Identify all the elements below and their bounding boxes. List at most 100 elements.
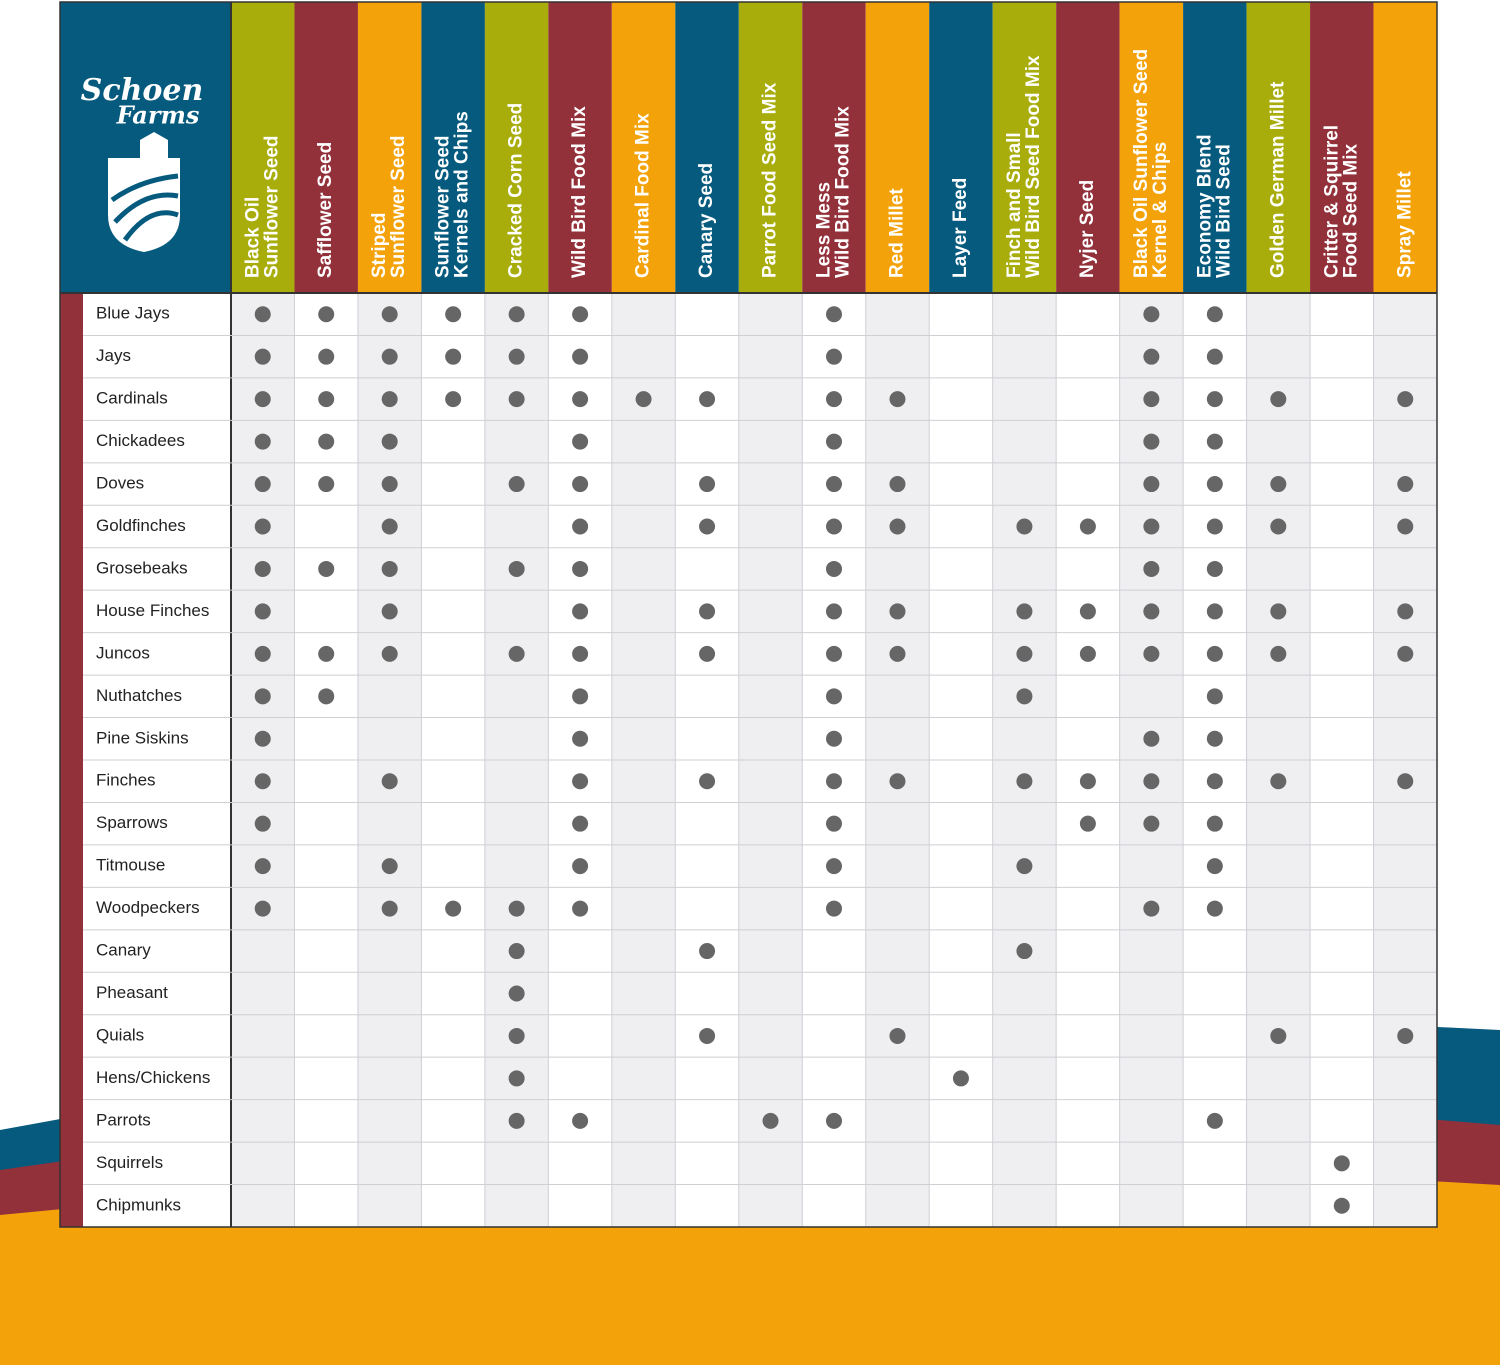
dot	[1397, 476, 1414, 493]
dot	[952, 1070, 969, 1087]
row-label: Chipmunks	[96, 1195, 181, 1214]
column-header	[357, 2, 422, 293]
dot	[508, 306, 525, 323]
column-title: Red Millet	[886, 188, 907, 278]
dot	[1206, 688, 1223, 705]
dot	[318, 688, 335, 705]
dot	[826, 645, 842, 662]
dot	[1397, 391, 1414, 408]
logo-text: Schoen	[81, 73, 204, 108]
dot	[572, 560, 589, 577]
dot	[381, 645, 398, 662]
dot	[1206, 433, 1223, 450]
dot	[1270, 476, 1287, 493]
row-label: Titmouse	[96, 856, 165, 875]
dot	[826, 1112, 842, 1129]
column-title: Wild Bird Seed	[1213, 144, 1234, 278]
dot	[572, 688, 589, 705]
dot	[508, 560, 525, 577]
column-header	[484, 2, 549, 293]
dot	[1016, 688, 1033, 705]
dot	[254, 306, 271, 323]
dot	[1206, 815, 1223, 832]
dot	[889, 476, 906, 493]
column-header	[421, 2, 485, 293]
dot	[699, 603, 716, 620]
column-header	[231, 2, 295, 293]
dot	[254, 645, 271, 662]
dot	[1397, 603, 1414, 620]
dot	[699, 1027, 716, 1044]
dot	[1016, 943, 1033, 960]
dot	[508, 943, 525, 960]
dot	[1079, 518, 1096, 535]
column-title: Wild Bird Food Mix	[833, 106, 854, 278]
row-label: Canary	[96, 941, 151, 960]
dot	[826, 306, 842, 323]
dot	[826, 348, 842, 365]
column-title: Economy Blend	[1194, 134, 1215, 278]
dot	[445, 306, 462, 323]
dot	[318, 433, 335, 450]
dot	[1206, 603, 1223, 620]
column-title: Less Mess	[814, 182, 835, 278]
logo-shield	[108, 132, 180, 252]
dot	[826, 815, 842, 832]
column-title: Spray Millet	[1394, 171, 1415, 278]
dot	[445, 900, 462, 917]
dot	[1206, 730, 1223, 747]
column-title: Cracked Corn Seed	[506, 103, 527, 278]
dot	[1270, 518, 1287, 535]
dot	[1016, 518, 1033, 535]
dot	[1206, 391, 1223, 408]
dot	[254, 688, 271, 705]
row-label: Squirrels	[96, 1153, 163, 1172]
dot	[1143, 348, 1160, 365]
column-title: Kernel & Chips	[1150, 142, 1171, 278]
column-title: Parrot Food Seed Mix	[760, 82, 781, 278]
column-header	[1056, 2, 1120, 293]
column-header	[1119, 2, 1184, 293]
row-label: Blue Jays	[96, 304, 170, 323]
dot	[381, 476, 398, 493]
dot	[572, 348, 589, 365]
dot	[1143, 730, 1160, 747]
column-title: Cardinal Food Mix	[633, 113, 654, 278]
dot	[1016, 645, 1033, 662]
dot	[318, 348, 335, 365]
dot	[699, 773, 716, 790]
dot	[826, 730, 842, 747]
dot	[826, 476, 842, 493]
dot	[1143, 306, 1160, 323]
table-border	[59, 1, 1438, 1228]
dot	[1143, 518, 1160, 535]
dot	[572, 603, 589, 620]
dot	[1016, 773, 1033, 790]
column-header	[1373, 2, 1437, 293]
column-title: Kernels and Chips	[452, 111, 473, 278]
logo-text: Farms	[116, 101, 200, 130]
dot	[699, 476, 716, 493]
dot	[1397, 518, 1414, 535]
row-label: Parrots	[96, 1110, 151, 1129]
row-label: Pine Siskins	[96, 728, 189, 747]
dot	[1079, 603, 1096, 620]
row-label: Grosebeaks	[96, 558, 188, 577]
dot	[1143, 900, 1160, 917]
dot	[572, 476, 589, 493]
row-label: Woodpeckers	[96, 898, 200, 917]
dot	[508, 900, 525, 917]
row-strip	[60, 293, 83, 1227]
dot	[699, 518, 716, 535]
dot	[889, 645, 906, 662]
dot	[1206, 645, 1223, 662]
dot	[254, 560, 271, 577]
dot	[1397, 645, 1414, 662]
column-header	[611, 2, 676, 293]
dot	[889, 391, 906, 408]
dot	[572, 518, 589, 535]
dot	[254, 773, 271, 790]
row-label: Goldfinches	[96, 516, 186, 535]
dot	[508, 985, 525, 1002]
